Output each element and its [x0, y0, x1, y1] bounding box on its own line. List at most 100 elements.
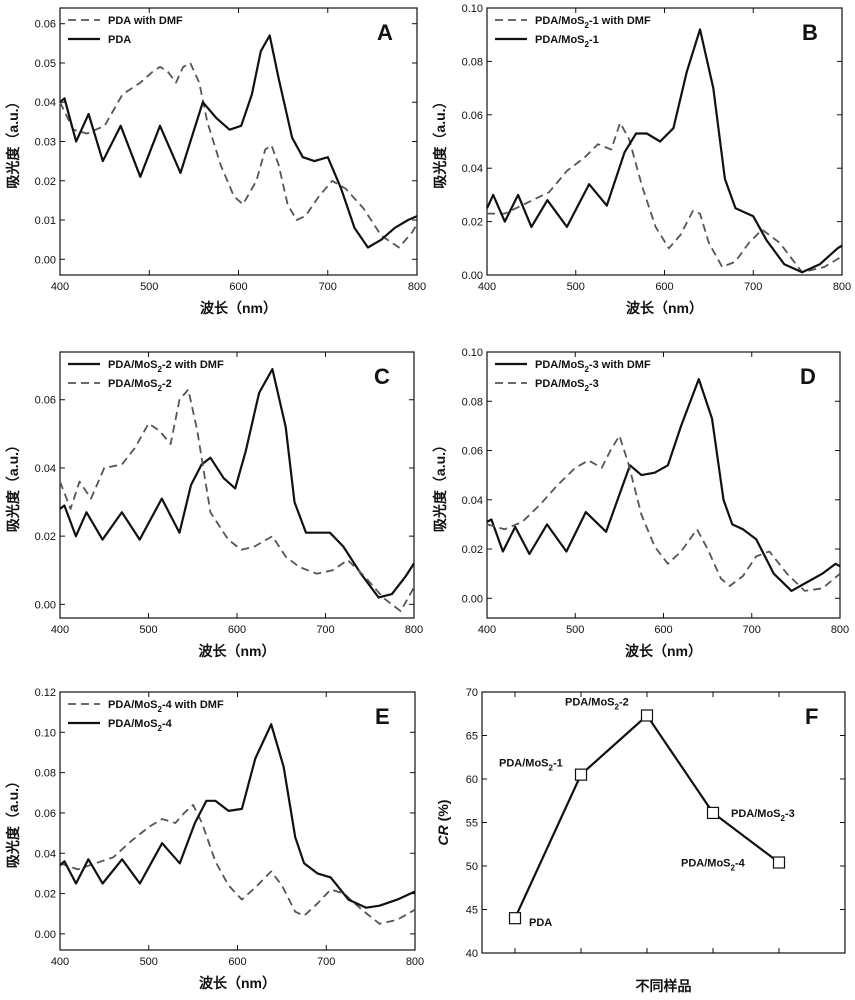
plot-frame [487, 8, 842, 275]
x-tick-label: 800 [405, 624, 423, 636]
y-tick-label: 0.01 [35, 215, 56, 227]
y-tick-label: 0.00 [35, 254, 56, 266]
series-line-2 [487, 29, 842, 272]
plot-frame [482, 692, 845, 953]
legend-label-2-rest: -3 [589, 378, 599, 390]
y-tick-label: 0.04 [35, 848, 56, 860]
legend-label-1-rest: -3 with DMF [589, 359, 651, 371]
y-tick-label: 55 [466, 818, 478, 830]
x-tick-label: 500 [140, 281, 158, 293]
point-label-3-main: PDA/MoS [565, 696, 615, 708]
x-tick-label: 600 [654, 624, 672, 636]
cr-marker [774, 857, 785, 868]
legend-label-2-main: PDA/MoS [108, 378, 158, 390]
legend-label-2: PDA/MoS2-3 [535, 378, 599, 393]
x-tick-label: 600 [229, 281, 247, 293]
y-tick-label: 0.10 [462, 347, 483, 359]
legend-label-2: PDA/MoS2-1 [535, 34, 599, 49]
y-tick-label: 70 [466, 687, 478, 699]
y-tick-label: 0.05 [35, 58, 56, 70]
legend-label-2: PDA/MoS2-4 [108, 718, 173, 733]
y-tick-label: 0.04 [35, 97, 56, 109]
x-tick-label: 400 [478, 281, 496, 293]
legend-label-1-main: PDA/MoS [108, 359, 158, 371]
x-tick-label: 400 [51, 281, 69, 293]
point-label-4-rest: -3 [785, 808, 795, 820]
legend-label-1: PDA/MoS2-2 with DMF [108, 359, 224, 374]
legend-label-1: PDA with DMF [108, 15, 183, 27]
x-tick-label: 700 [743, 624, 761, 636]
x-tick-label: 400 [51, 624, 69, 636]
y-tick-label: 0.08 [35, 768, 56, 780]
figure: 4005006007008000.000.010.020.030.040.050… [0, 0, 855, 1000]
x-axis-title: 波长（nm） [625, 643, 702, 659]
y-tick-label: 0.08 [462, 396, 483, 408]
panel-letter: A [377, 20, 393, 45]
plot-frame [60, 692, 415, 950]
panel-a: 4005006007008000.000.010.020.030.040.050… [5, 8, 426, 316]
y-tick-label: 0.00 [462, 593, 483, 605]
x-tick-label: 600 [655, 281, 673, 293]
y-tick-label: 0.04 [462, 163, 483, 175]
x-tick-label: 800 [831, 624, 849, 636]
point-label-5: PDA/MoS2-4 [681, 858, 746, 873]
point-label-2-main: PDA/MoS [499, 758, 549, 770]
series-line-2 [60, 724, 415, 907]
y-axis-title: CR (%) [435, 800, 451, 846]
panel-e: 4005006007008000.000.020.040.060.080.100… [5, 687, 424, 991]
y-axis-title: 吸光度（a.u.） [5, 774, 21, 868]
panel-f: 40455055606570不同样品CR (%)FPDAPDA/MoS2-1PD… [435, 687, 845, 994]
x-tick-label: 600 [228, 624, 246, 636]
legend-label-2-rest: -2 [162, 378, 172, 390]
y-tick-label: 0.06 [35, 808, 56, 820]
y-tick-label: 65 [466, 731, 478, 743]
legend-label-1: PDA/MoS2-1 with DMF [535, 15, 651, 30]
x-tick-label: 700 [316, 624, 334, 636]
y-tick-label: 0.10 [462, 3, 483, 15]
point-label-4: PDA/MoS2-3 [731, 808, 795, 823]
y-axis-title: 吸光度（a.u.） [432, 438, 448, 532]
panel-letter: E [375, 704, 390, 729]
point-label-1: PDA [529, 917, 552, 929]
y-tick-label: 0.02 [35, 531, 56, 543]
panel-letter: F [805, 704, 818, 729]
x-tick-label: 800 [408, 281, 426, 293]
y-tick-label: 0.10 [35, 727, 56, 739]
point-label-5-rest: -4 [735, 858, 746, 870]
y-tick-label: 0.02 [462, 217, 483, 229]
y-axis-title: 吸光度（a.u.） [432, 94, 448, 188]
legend-label-1-rest: -2 with DMF [162, 359, 224, 371]
cr-marker [642, 710, 653, 721]
panel-b: 4005006007008000.000.020.040.060.080.10波… [432, 3, 851, 316]
y-tick-label: 0.06 [462, 446, 483, 458]
x-tick-label: 500 [140, 956, 158, 968]
y-tick-label: 0.06 [35, 19, 56, 31]
cr-marker [708, 807, 719, 818]
point-label-2-rest: -1 [553, 758, 563, 770]
x-tick-label: 500 [566, 624, 584, 636]
y-tick-label: 0.02 [35, 176, 56, 188]
y-axis-title: 吸光度（a.u.） [5, 438, 21, 532]
x-axis-title: 不同样品 [636, 978, 692, 994]
panel-c: 4005006007008000.000.020.040.06波长（nm）吸光度… [5, 352, 423, 659]
y-axis-title: 吸光度（a.u.） [5, 94, 21, 188]
panel-letter: D [800, 364, 816, 389]
legend-label-1-rest: -4 with DMF [162, 699, 224, 711]
legend-label-1: PDA/MoS2-4 with DMF [108, 699, 224, 714]
x-tick-label: 800 [406, 956, 424, 968]
y-tick-label: 50 [466, 861, 478, 873]
x-tick-label: 700 [744, 281, 762, 293]
y-tick-label: 0.00 [35, 599, 56, 611]
point-label-4-main: PDA/MoS [731, 808, 781, 820]
y-axis-title-symbol: CR [435, 824, 451, 845]
x-tick-label: 800 [833, 281, 851, 293]
y-tick-label: 0.02 [462, 544, 483, 556]
legend-label-2-rest: -4 [162, 718, 173, 730]
x-axis-title: 波长（nm） [626, 300, 703, 316]
cr-marker [510, 913, 521, 924]
y-tick-label: 40 [466, 948, 478, 960]
legend-label-1-main: PDA/MoS [535, 359, 585, 371]
y-tick-label: 0.12 [35, 687, 56, 699]
cr-marker [576, 769, 587, 780]
series-line-1 [487, 123, 842, 272]
